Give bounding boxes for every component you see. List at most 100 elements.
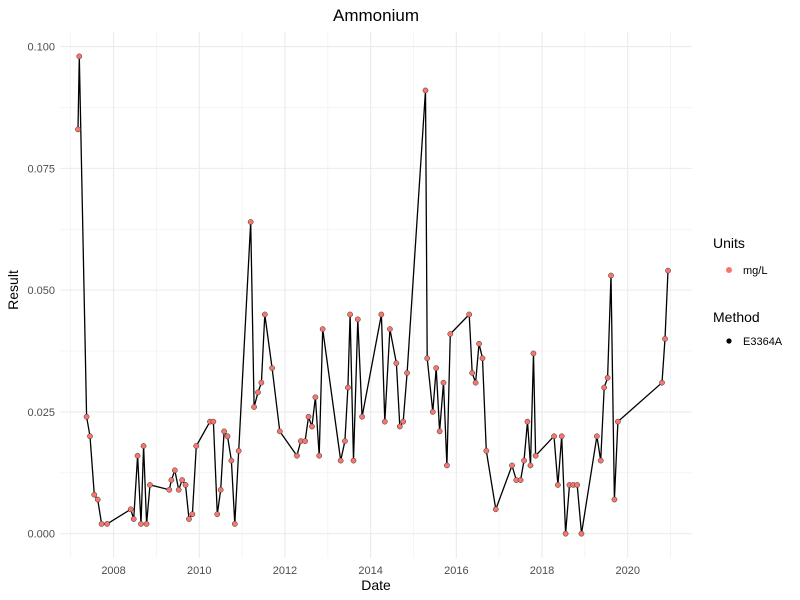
x-tick-label: 2018	[530, 565, 554, 577]
data-point	[662, 335, 668, 342]
legend-label-e3364a: E3364A	[743, 336, 783, 348]
data-point	[532, 452, 539, 459]
data-point	[615, 418, 621, 425]
data-point	[396, 423, 403, 430]
data-point	[378, 311, 385, 318]
data-point	[530, 350, 537, 357]
data-point	[217, 486, 224, 493]
data-point	[98, 521, 105, 527]
x-tick-label: 2014	[358, 565, 382, 577]
data-point	[166, 486, 173, 493]
data-point	[611, 496, 618, 503]
y-tick-label: 0.025	[27, 407, 55, 419]
data-point	[422, 87, 429, 94]
data-point	[75, 126, 81, 133]
data-point	[527, 462, 534, 469]
data-point	[127, 506, 134, 513]
data-point	[483, 448, 490, 454]
data-point	[140, 443, 147, 449]
data-point	[354, 316, 361, 323]
data-point	[130, 516, 137, 522]
data-point	[175, 486, 182, 493]
data-point	[387, 326, 393, 332]
x-tick-label: 2016	[444, 565, 468, 577]
data-point	[555, 482, 561, 488]
y-axis-ticks: 0.000 0.025 0.050 0.075 0.100	[27, 42, 55, 541]
legend: Units mg/L Method E3364A	[713, 235, 783, 348]
data-point	[424, 355, 431, 362]
data-point	[601, 384, 608, 391]
data-point	[342, 438, 348, 444]
x-tick-label: 2010	[187, 565, 211, 577]
data-point	[524, 418, 531, 425]
data-point	[404, 370, 410, 376]
data-point	[171, 467, 178, 474]
data-point	[521, 457, 527, 464]
data-point	[433, 365, 440, 371]
data-point	[574, 482, 581, 488]
data-point	[594, 433, 600, 440]
data-point	[447, 331, 454, 337]
chart-title: Ammonium	[333, 6, 419, 25]
data-point	[189, 511, 196, 518]
data-point	[665, 267, 671, 274]
data-point	[337, 457, 344, 464]
data-point	[76, 53, 83, 60]
legend-key-mg-l	[726, 267, 732, 273]
data-point	[604, 374, 611, 381]
data-point	[436, 428, 443, 435]
data-point	[393, 360, 400, 367]
data-point	[168, 477, 175, 483]
data-point	[251, 404, 257, 410]
data-point	[476, 340, 482, 347]
grid	[60, 32, 692, 558]
data-point	[492, 506, 499, 513]
data-point	[578, 530, 585, 537]
data-point	[558, 433, 565, 440]
data-point	[608, 272, 614, 279]
data-point	[400, 418, 407, 425]
data-point	[193, 443, 200, 449]
data-point	[214, 511, 221, 518]
data-point	[444, 462, 450, 469]
y-tick-label: 0.000	[27, 529, 55, 541]
data-point	[231, 521, 238, 527]
data-point	[302, 438, 308, 444]
legend-title-method: Method	[713, 309, 760, 325]
data-point	[182, 482, 189, 488]
data-point	[309, 423, 315, 430]
data-point	[261, 311, 268, 318]
data-point	[143, 521, 150, 527]
x-tick-label: 2020	[615, 565, 639, 577]
data-point	[509, 462, 515, 469]
y-tick-label: 0.050	[27, 285, 55, 297]
data-point	[305, 413, 312, 420]
data-point	[350, 457, 357, 464]
y-tick-label: 0.100	[27, 42, 55, 54]
x-tick-label: 2008	[101, 565, 125, 577]
data-point	[597, 457, 604, 464]
data-point	[359, 413, 365, 420]
data-point	[83, 413, 90, 420]
data-point	[479, 355, 486, 362]
data-point	[258, 379, 265, 386]
data-point	[316, 452, 323, 459]
data-point	[469, 370, 476, 376]
data-point	[312, 394, 319, 401]
data-point	[179, 477, 185, 483]
data-point	[138, 521, 144, 527]
data-point	[255, 389, 261, 396]
data-point	[147, 482, 153, 488]
series-line	[77, 55, 669, 535]
data-point	[659, 379, 665, 386]
data-point	[91, 491, 98, 498]
data-point	[235, 448, 242, 454]
data-point	[269, 365, 275, 371]
data-point	[381, 418, 388, 425]
data-point	[247, 219, 254, 225]
data-point	[347, 311, 353, 318]
data-point	[466, 311, 473, 318]
legend-label-mg-l: mg/L	[743, 265, 767, 277]
data-point	[186, 516, 192, 522]
